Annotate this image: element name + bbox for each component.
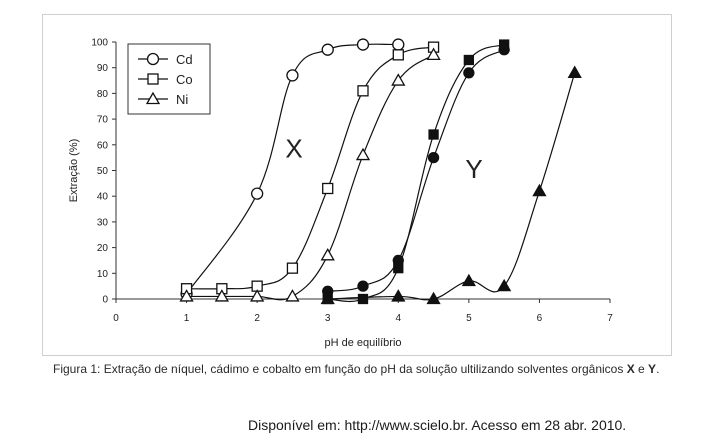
group-label-y: Y [465,154,482,184]
legend-label-cd: Cd [176,52,193,67]
extraction-chart: 0 10 20 30 40 50 60 70 80 90 100 0 1 2 3 4 5 6 7 pH de equi… [68,38,613,350]
legend-label-co: Co [176,72,193,87]
y-tick-label: 70 [97,115,109,126]
x-tick-label: 5 [466,313,472,324]
legend-marker-cd [146,52,160,66]
x-tick-label: 1 [184,313,190,324]
y-tick-label: 40 [97,192,109,203]
point-ni-x [250,289,265,302]
point-cd-x [356,38,370,51]
point-co-x [357,85,369,97]
caption-text: Figura 1: Extração de níquel, cádimo e c… [53,362,627,376]
point-co-y [498,39,510,50]
point-co-x [392,49,404,61]
y-tick-label: 30 [97,217,109,228]
y-tick-label: 10 [97,269,109,280]
legend-label-ni: Ni [176,92,188,107]
x-tick-label: 3 [325,313,331,324]
point-ni-x [214,289,229,302]
y-tick-label: 100 [91,38,108,49]
series-line-ni-y [327,72,576,301]
y-tick-label: 50 [97,166,109,177]
point-cd-x [321,43,334,56]
point-ni-x [355,147,371,161]
point-cd-x [286,69,299,82]
legend-marker-ni [145,91,161,105]
series-line-ni-x [186,54,434,301]
y-tick-label: 90 [97,63,109,74]
caption-bold-y: Y [648,362,657,376]
point-ni-y [497,278,512,292]
figure-caption: Figura 1: Extração de níquel, cádimo e c… [53,362,663,376]
y-tick-label: 80 [97,89,109,100]
y-tick-label: 60 [97,140,109,151]
series-line-cd-x [186,43,399,295]
point-ni-x [426,47,441,60]
y-tick-label: 20 [97,243,109,254]
y-tick-label: 0 [102,295,108,306]
point-co-y [463,54,475,66]
caption-bold-x: X [626,362,635,376]
group-label-x: X [285,134,302,164]
point-co-y [428,129,439,140]
x-tick-label: 0 [113,313,119,324]
point-ni-y [567,65,582,78]
point-ni-y [461,273,476,287]
point-ni-x [391,73,406,86]
point-co-y [393,263,404,274]
point-ni-x [320,247,335,261]
point-ni-y [426,291,441,305]
figure-frame: 0 10 20 30 40 50 60 70 80 90 100 0 1 2 3 4 5 6 7 pH de equi… [42,14,672,356]
legend-marker-co [147,73,159,85]
point-co-x [322,182,334,195]
x-tick-label: 2 [254,313,260,324]
caption-period: . [656,362,660,376]
caption-conjunction: e [634,362,649,376]
x-tick-label: 4 [396,313,402,324]
series-line-co-x [186,46,434,290]
x-tick-label: 7 [607,313,613,324]
point-ni-x [179,289,194,302]
source-citation: Disponível em: http://www.scielo.br. Ace… [248,417,627,433]
point-cd-y [357,280,369,292]
point-cd-y [427,151,440,164]
point-cd-y [463,67,475,79]
point-ni-y [532,183,547,197]
point-ni-y [391,289,406,302]
point-ni-x [285,289,300,302]
point-ni-y [320,291,335,305]
point-cd-x [392,38,405,51]
y-axis-title: Extração (%) [68,139,80,203]
x-axis-title: pH de equilíbrio [324,337,401,349]
point-co-x [286,262,299,274]
point-co-y [357,293,369,305]
point-cd-x [250,187,264,200]
x-tick-label: 6 [537,313,543,324]
